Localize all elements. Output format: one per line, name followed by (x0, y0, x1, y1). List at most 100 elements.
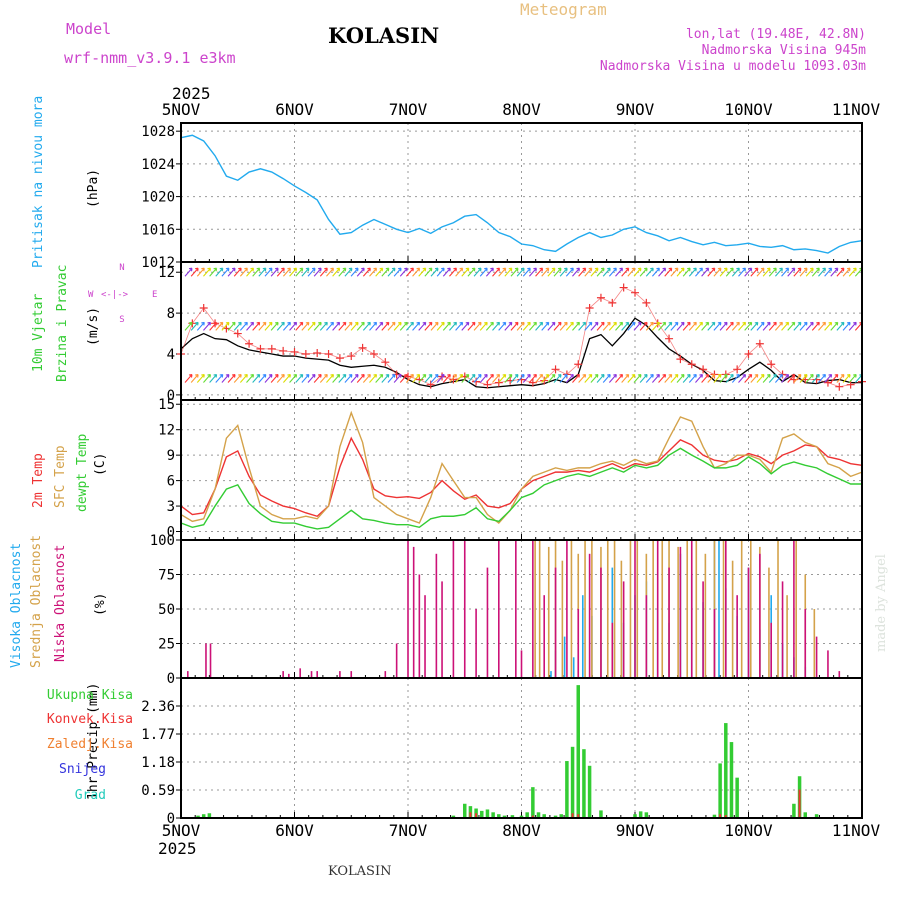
plot-area: 1028102410201016101212840151296301007550… (141, 122, 866, 827)
year-bottom: 2025 (158, 839, 197, 858)
bar-clouds-0-17 (718, 540, 720, 678)
wind-arrow-0-50 (492, 373, 501, 383)
wind-arrow-1-83 (695, 321, 703, 331)
series-bars-precip-0 (196, 685, 819, 818)
coords-text: lon,lat (19.48E, 42.8N) (686, 27, 866, 42)
bar-clouds-2-33 (622, 581, 625, 678)
wind-arrow-2-56 (528, 267, 537, 277)
bar-clouds-2-48 (793, 540, 795, 678)
wind-arrow-2-32 (381, 267, 390, 277)
credit-text: made by Angel (874, 554, 889, 652)
series-line-gust (180, 287, 863, 388)
bar-clouds-2-14 (418, 574, 421, 678)
x-tick-bottom-0: 5NOV (162, 821, 201, 840)
wind-arrow-1-37 (412, 321, 421, 331)
wind-arrow-0-37 (412, 373, 421, 383)
wind-arrow-2-19 (301, 267, 310, 277)
wind-arrow-0-49 (485, 373, 494, 383)
wind-arrow-1-84 (701, 321, 710, 331)
wind-arrow-1-101 (805, 321, 814, 331)
wind-arrow-0-76 (651, 373, 660, 383)
footer-station: KOLASIN (328, 864, 391, 879)
wind-arrow-0-101 (805, 373, 814, 383)
wind-arrow-0-67 (596, 373, 605, 383)
bar-precip-0-37 (814, 814, 819, 818)
panel-wind: 12 8 4 0 (158, 261, 866, 404)
wind-arrow-1-52 (504, 321, 513, 331)
wind-arrow-1-95 (768, 321, 777, 331)
bar-clouds-2-26 (543, 595, 545, 678)
bar-precip-0-3 (451, 815, 456, 818)
wind-arrow-1-78 (664, 321, 673, 331)
wind-arrow-0-74 (639, 373, 648, 383)
wind-arrow-2-71 (621, 267, 630, 277)
wind-arrow-2-28 (356, 267, 365, 277)
x-tick-top-5: 10NOV (724, 100, 773, 119)
wind-arrow-2-58 (541, 267, 550, 277)
wind-arrow-2-21 (313, 267, 322, 277)
wind-arrow-1-5 (215, 321, 224, 331)
wind-arrow-0-0 (184, 373, 193, 383)
wind-arrow-2-38 (418, 267, 427, 277)
wind-arrow-0-99 (793, 373, 802, 383)
wind-arrow-1-10 (246, 321, 255, 331)
wind-arrow-2-75 (645, 267, 654, 277)
wind-arrow-0-78 (664, 373, 673, 383)
wind-arrow-2-81 (682, 267, 691, 277)
wind-arrow-1-14 (270, 321, 279, 331)
wind-arrow-2-9 (239, 267, 248, 277)
wind-arrow-1-43 (449, 321, 457, 331)
bar-clouds-2-16 (435, 553, 438, 678)
ytick-label-pressure-2: 1020 (141, 190, 175, 206)
precip-legend-frz: Zaledj.Kisa (47, 737, 133, 752)
x-tick-bottom-2: 7NOV (389, 821, 428, 840)
wind-arrow-2-90 (738, 267, 747, 277)
wind-arrow-2-72 (627, 267, 636, 277)
wind-arrow-0-72 (627, 373, 636, 383)
wind-arrow-1-87 (719, 321, 728, 331)
wind-arrow-0-106 (836, 373, 845, 383)
wind-arrow-0-92 (750, 373, 759, 383)
wind-arrow-2-69 (608, 267, 617, 277)
bar-precip-0-36 (803, 812, 807, 818)
wind-arrow-0-51 (498, 373, 507, 383)
wind-arrow-1-24 (332, 321, 341, 331)
bar-precip-0-21 (570, 746, 575, 818)
cloud-unit: (%) (93, 593, 108, 616)
wind-arrow-1-34 (393, 321, 402, 331)
bar-clouds-1-20 (686, 540, 689, 678)
wind-arrow-1-98 (787, 321, 796, 331)
wind-arrow-0-16 (282, 373, 291, 383)
wind-arrow-0-88 (725, 373, 734, 383)
bar-clouds-1-22 (704, 553, 707, 678)
wind-arrow-1-94 (762, 321, 771, 331)
wind-arrow-0-8 (233, 373, 242, 383)
wind-arrow-0-86 (713, 373, 722, 383)
x-tick-bottom-3: 8NOV (502, 821, 541, 840)
bar-precip-0-27 (638, 811, 643, 818)
wind-arrow-2-39 (424, 267, 433, 277)
wind-arrow-1-17 (289, 321, 298, 331)
wind-arrow-0-27 (350, 373, 359, 383)
wind-arrow-1-82 (688, 321, 697, 331)
wind-arrow-2-22 (319, 267, 328, 277)
wind-arrow-1-50 (492, 321, 501, 331)
bar-precip-0-7 (480, 810, 484, 818)
wind-arrow-2-74 (639, 267, 648, 277)
wind-arrow-1-33 (387, 321, 396, 331)
bar-clouds-1-14 (636, 540, 639, 678)
wind-arrow-2-108 (848, 267, 857, 277)
wind-arrow-1-106 (836, 321, 845, 331)
x-tick-top-4: 9NOV (616, 100, 655, 119)
bar-clouds-2-3 (282, 671, 284, 678)
wind-arrow-1-44 (455, 321, 464, 331)
wind-arrow-2-78 (664, 267, 673, 277)
wind-arrows-level-2 (184, 267, 863, 277)
wind-arrow-1-22 (319, 321, 328, 331)
compass-north: N (119, 263, 124, 273)
bar-clouds-2-5 (299, 668, 301, 678)
wind-arrow-2-76 (651, 267, 660, 277)
wind-arrow-0-13 (264, 373, 273, 383)
wind-arrow-0-36 (405, 373, 414, 383)
wind-arrow-2-80 (676, 267, 685, 277)
